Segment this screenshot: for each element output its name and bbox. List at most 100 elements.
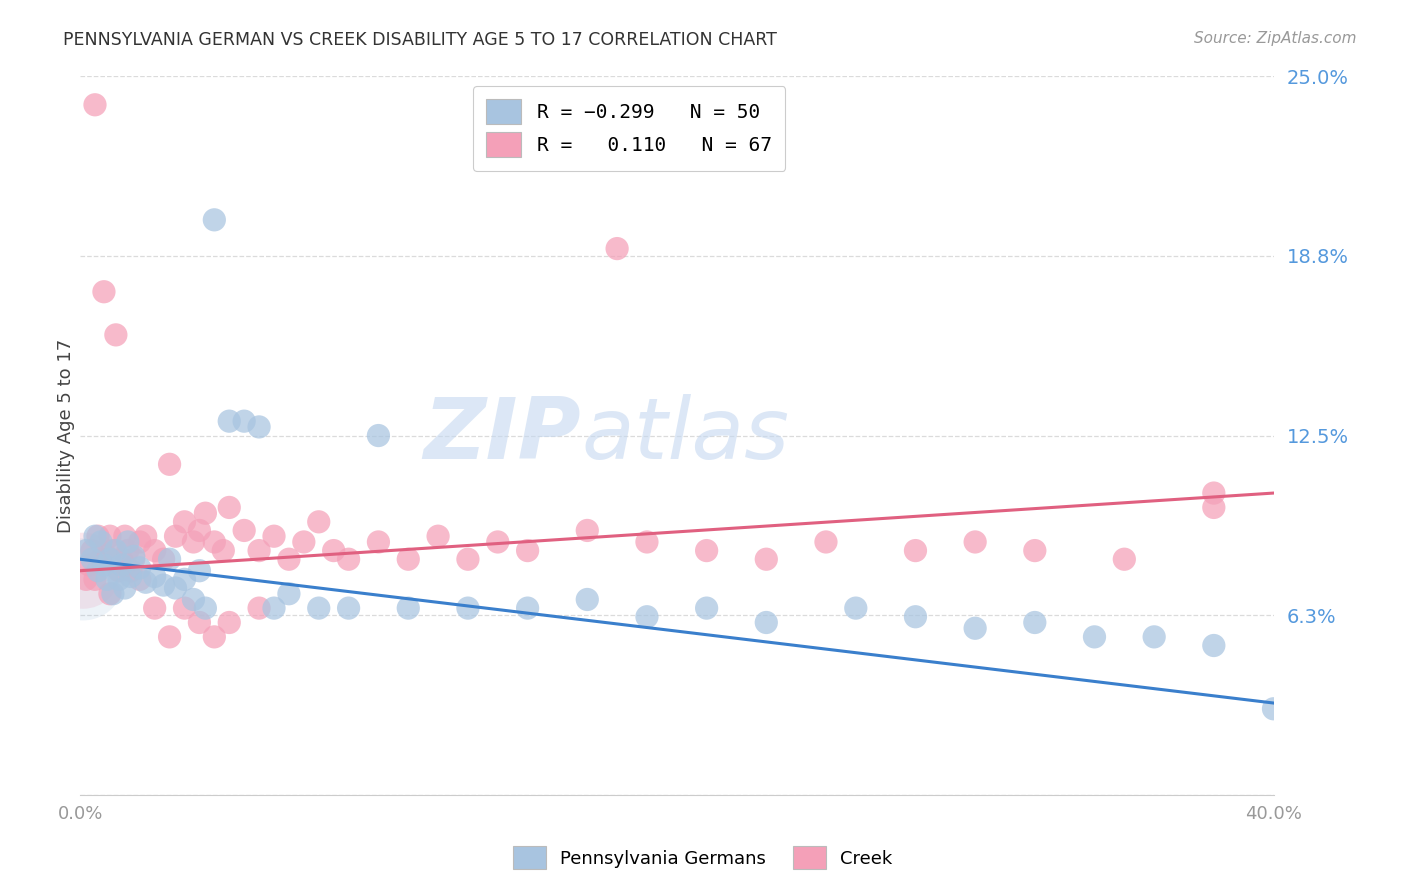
Point [1024,615,1046,630]
Point [486,535,509,549]
Point [457,552,479,566]
Point [367,535,389,549]
Point [194,601,217,615]
Point [173,601,195,615]
Point [122,549,145,564]
Point [143,601,166,615]
Point [277,552,299,566]
Point [101,543,124,558]
Point [636,535,658,549]
Point [247,420,270,434]
Point [755,552,778,566]
Point [696,601,718,615]
Point [159,458,181,472]
Point [233,524,256,538]
Point [152,552,174,566]
Point [90,535,112,549]
Point [135,575,157,590]
Point [72,564,94,578]
Point [218,500,240,515]
Point [292,535,315,549]
Point [1202,486,1225,500]
Point [427,529,450,543]
Point [143,569,166,583]
Point [87,529,110,543]
Point [173,515,195,529]
Point [212,543,235,558]
Point [114,558,136,572]
Point [516,601,538,615]
Point [128,561,150,575]
Point [247,543,270,558]
Point [576,592,599,607]
Point [84,97,107,112]
Point [194,506,217,520]
Point [93,285,115,299]
Point [135,529,157,543]
Point [98,552,121,566]
Point [75,543,97,558]
Point [263,601,285,615]
Point [1024,543,1046,558]
Point [173,572,195,586]
Point [396,552,419,566]
Point [188,524,211,538]
Point [188,615,211,630]
Point [322,543,344,558]
Point [128,535,150,549]
Point [277,587,299,601]
Point [965,535,987,549]
Point [233,414,256,428]
Text: ZIP: ZIP [423,394,581,477]
Point [72,572,94,586]
Point [98,587,121,601]
Point [165,581,187,595]
Point [117,535,139,549]
Point [904,609,927,624]
Point [152,578,174,592]
Point [696,543,718,558]
Point [183,592,205,607]
Point [114,529,136,543]
Point [202,535,225,549]
Point [90,552,112,566]
Point [337,552,360,566]
Point [87,564,110,578]
Point [1263,702,1285,716]
Point [101,587,124,601]
Point [904,543,927,558]
Point [104,327,127,342]
Point [111,558,134,572]
Point [165,529,187,543]
Point [755,615,778,630]
Point [1114,552,1136,566]
Point [965,621,987,635]
Point [84,529,107,543]
Point [1202,500,1225,515]
Point [337,601,360,615]
Point [80,552,103,566]
Point [1083,630,1105,644]
Point [202,630,225,644]
Point [516,543,538,558]
Point [457,601,479,615]
Point [122,552,145,566]
Point [96,549,118,564]
Point [108,572,131,586]
Point [308,515,330,529]
Point [218,414,240,428]
Text: atlas: atlas [581,394,789,477]
Point [308,601,330,615]
Point [80,543,103,558]
Legend: R = −0.299   N = 50, R =   0.110   N = 67: R = −0.299 N = 50, R = 0.110 N = 67 [472,86,786,170]
Legend: Pennsylvania Germans, Creek: Pennsylvania Germans, Creek [505,838,901,879]
Point [1202,639,1225,653]
Point [111,552,134,566]
Point [120,564,142,578]
Point [108,564,131,578]
Text: PENNSYLVANIA GERMAN VS CREEK DISABILITY AGE 5 TO 17 CORRELATION CHART: PENNSYLVANIA GERMAN VS CREEK DISABILITY … [63,31,778,49]
Point [606,242,628,256]
Point [96,572,118,586]
Point [845,601,868,615]
Point [367,428,389,442]
